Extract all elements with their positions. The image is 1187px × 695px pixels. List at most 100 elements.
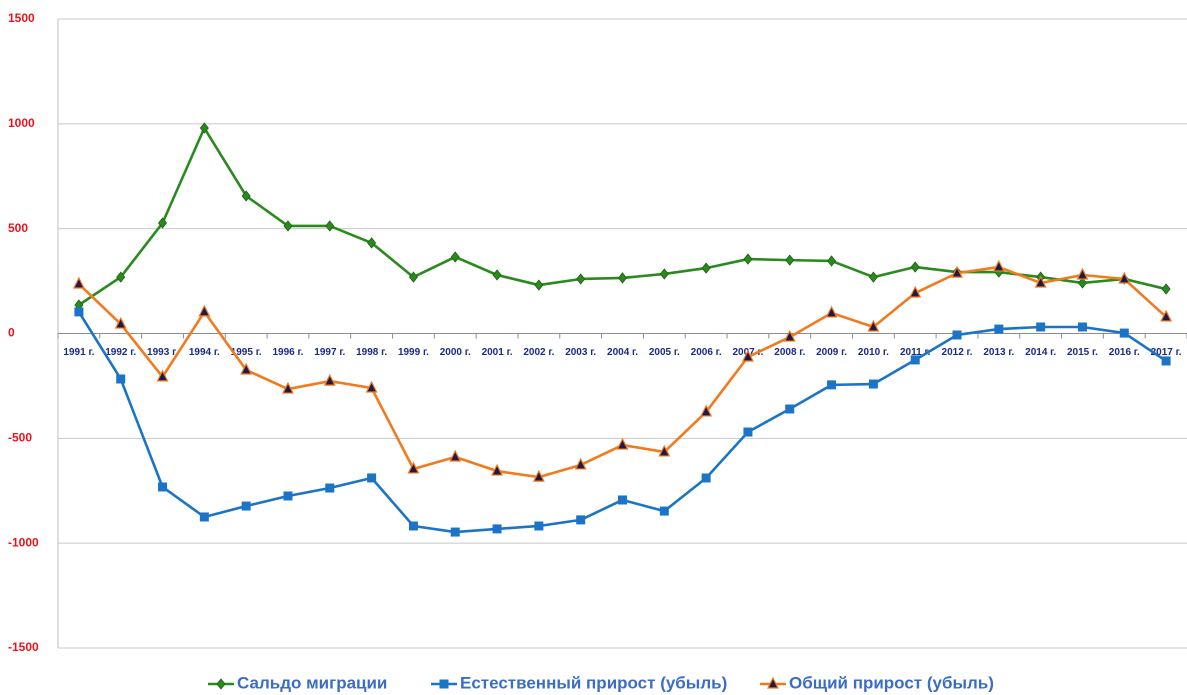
point bbox=[241, 190, 251, 202]
point bbox=[951, 265, 963, 278]
point bbox=[1036, 322, 1046, 332]
point bbox=[867, 319, 880, 332]
point bbox=[199, 122, 209, 134]
x-tick-label: 2003 г. bbox=[565, 347, 596, 358]
point bbox=[1076, 267, 1089, 280]
series bbox=[74, 122, 1171, 311]
x-tick-label: 2013 г. bbox=[983, 347, 1014, 358]
point bbox=[241, 501, 251, 511]
x-tick-label: 1993 г. bbox=[147, 347, 178, 358]
point bbox=[767, 676, 779, 689]
point bbox=[785, 404, 795, 414]
point bbox=[407, 461, 420, 474]
point bbox=[114, 316, 127, 329]
x-tick-label: 2017 г. bbox=[1151, 347, 1182, 358]
point bbox=[534, 279, 544, 291]
point bbox=[216, 678, 226, 690]
point bbox=[367, 237, 377, 249]
point bbox=[825, 305, 838, 318]
point bbox=[741, 349, 754, 362]
x-tick-label: 1995 г. bbox=[231, 347, 262, 358]
point bbox=[408, 271, 418, 283]
x-tick-label: 1991 г. bbox=[63, 347, 94, 358]
x-tick-label: 2008 г. bbox=[774, 347, 805, 358]
point bbox=[617, 272, 628, 284]
point bbox=[700, 404, 713, 417]
point bbox=[532, 469, 545, 482]
point bbox=[198, 304, 211, 317]
point bbox=[491, 463, 504, 476]
point bbox=[449, 449, 462, 462]
legend-label: Общий прирост (убыль) bbox=[789, 673, 994, 692]
point bbox=[574, 457, 587, 470]
point bbox=[158, 217, 168, 229]
x-tick-label: 2014 г. bbox=[1025, 347, 1056, 358]
point bbox=[450, 527, 460, 537]
x-tick-label: 1996 г. bbox=[272, 347, 303, 358]
point bbox=[439, 679, 449, 689]
point bbox=[616, 437, 629, 450]
point bbox=[283, 491, 293, 501]
point bbox=[408, 521, 418, 531]
x-tick-label: 2006 г. bbox=[691, 347, 722, 358]
point bbox=[492, 524, 502, 534]
point bbox=[156, 369, 169, 382]
point bbox=[116, 271, 126, 283]
y-tick-label: -500 bbox=[8, 431, 32, 445]
point bbox=[282, 381, 294, 394]
point bbox=[1119, 328, 1129, 338]
legend-item: Естественный прирост (убыль) bbox=[431, 673, 727, 692]
point bbox=[116, 374, 126, 384]
point bbox=[1077, 322, 1087, 332]
point bbox=[365, 380, 378, 393]
x-tick-label: 2016 г. bbox=[1109, 347, 1140, 358]
point bbox=[827, 255, 837, 267]
x-tick-label: 1992 г. bbox=[105, 347, 136, 358]
legend-label: Сальдо миграции bbox=[237, 673, 387, 692]
point bbox=[952, 330, 962, 340]
y-tick-label: 500 bbox=[8, 221, 28, 235]
point bbox=[325, 483, 335, 493]
point bbox=[534, 521, 544, 531]
x-tick-label: 2012 г. bbox=[942, 347, 973, 358]
y-tick-label: 1000 bbox=[8, 116, 35, 130]
y-tick-label: -1000 bbox=[8, 535, 39, 549]
x-tick-label: 2000 г. bbox=[440, 347, 471, 358]
point bbox=[1161, 283, 1171, 295]
series bbox=[72, 259, 1173, 482]
series bbox=[74, 307, 1171, 537]
point bbox=[743, 427, 753, 437]
x-tick-label: 2009 г. bbox=[816, 347, 847, 358]
x-tick-label: 2010 г. bbox=[858, 347, 889, 358]
x-tick-label: 2015 г. bbox=[1067, 347, 1098, 358]
legend-item: Общий прирост (убыль) bbox=[760, 673, 994, 692]
point bbox=[72, 276, 85, 289]
point bbox=[868, 379, 878, 389]
x-tick-label: 1999 г. bbox=[398, 347, 429, 358]
point bbox=[1160, 309, 1173, 322]
point bbox=[199, 512, 209, 522]
point bbox=[994, 324, 1004, 334]
point bbox=[323, 373, 336, 386]
point bbox=[1077, 277, 1087, 289]
point bbox=[576, 515, 586, 525]
x-tick-label: 1997 г. bbox=[314, 347, 345, 358]
point bbox=[158, 482, 168, 492]
point bbox=[785, 254, 795, 266]
point bbox=[325, 220, 335, 232]
point bbox=[74, 307, 84, 317]
y-tick-label: 0 bbox=[8, 326, 15, 340]
point bbox=[367, 473, 377, 483]
x-tick-label: 2001 г. bbox=[482, 347, 513, 358]
point bbox=[1118, 271, 1131, 284]
y-tick-label: -1500 bbox=[8, 640, 39, 654]
point bbox=[992, 259, 1005, 272]
x-tick-label: 1994 г. bbox=[189, 347, 220, 358]
point bbox=[701, 473, 711, 483]
x-tick-label: 1998 г. bbox=[356, 347, 387, 358]
x-tick-label: 2004 г. bbox=[607, 347, 638, 358]
point bbox=[576, 273, 586, 285]
legend-label: Естественный прирост (убыль) bbox=[460, 673, 727, 692]
